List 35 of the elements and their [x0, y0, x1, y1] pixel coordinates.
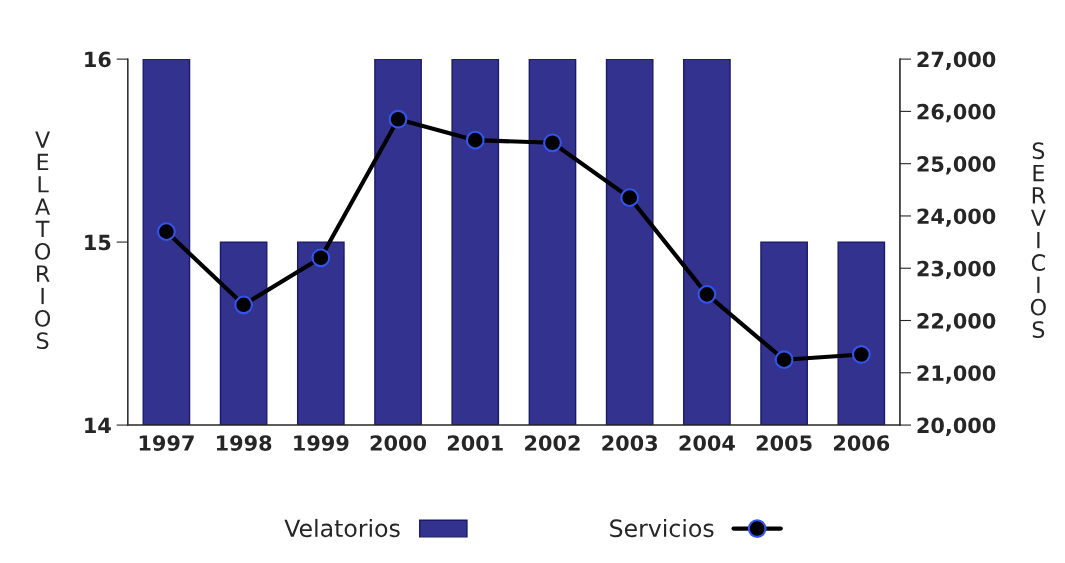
x-tick-label: 2002: [525, 435, 580, 451]
point: [851, 345, 871, 364]
x-tick-label: 2003: [602, 435, 658, 451]
y2-tick-label: 22,000: [917, 312, 996, 332]
y2-tick-label: 24,000: [917, 208, 996, 227]
x-tick-label: 2006: [833, 435, 890, 451]
y-tick-label: 16: [85, 51, 111, 68]
x-tick-label: 1999: [294, 435, 349, 451]
y-tick-label: 15: [85, 234, 111, 251]
x-tick-label: 2000: [370, 435, 427, 451]
point: [157, 222, 176, 242]
x-tick-label: 1997: [139, 435, 194, 451]
y2-tick-label: 23,000: [917, 260, 996, 280]
x-tick-label: 2001: [447, 435, 503, 451]
point: [697, 284, 717, 304]
point: [543, 133, 562, 153]
y2-tick-label: 20,000: [917, 417, 996, 436]
point: [774, 350, 794, 370]
x-tick-label: 2005: [756, 435, 812, 451]
point: [311, 248, 331, 268]
y2-tick-label: 25,000: [917, 156, 996, 175]
point: [388, 109, 408, 129]
legend-label: Velatorios: [284, 518, 400, 538]
point: [465, 130, 485, 150]
x-tick-label: 2004: [679, 435, 735, 451]
y2-tick-label: 21,000: [917, 365, 996, 384]
legend-label: Servicios: [610, 518, 714, 538]
point: [620, 188, 640, 208]
x-tick-label: 1998: [216, 435, 272, 451]
y-tick-label: 14: [85, 417, 111, 433]
text: SERVICIOS: [1030, 142, 1046, 338]
y2-tick-label: 27,000: [917, 51, 996, 70]
point: [234, 295, 253, 315]
text: VELATORIOS: [35, 131, 51, 350]
y2-tick-label: 26,000: [917, 103, 996, 123]
